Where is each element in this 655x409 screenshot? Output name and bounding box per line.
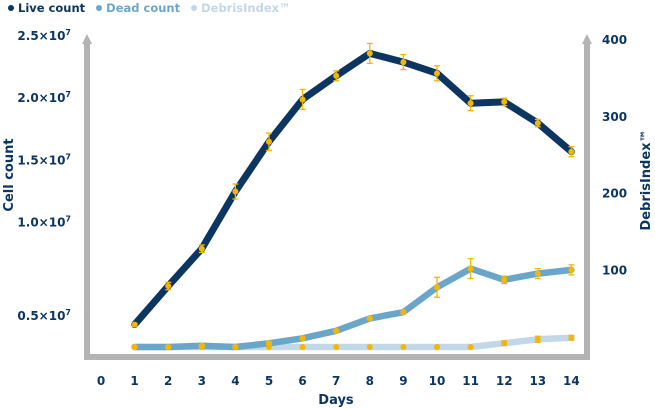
data-point-dead — [333, 327, 340, 334]
data-point-dead — [266, 340, 272, 347]
x-tick-label: 4 — [231, 374, 239, 388]
data-point-debris — [299, 344, 306, 350]
data-point-live — [501, 98, 508, 105]
data-point-live — [299, 96, 306, 103]
data-point-dead — [434, 284, 440, 291]
x-tick-label: 8 — [366, 374, 374, 388]
x-tick-label: 9 — [399, 374, 407, 388]
series-layer — [131, 42, 575, 351]
y-tick-label-left: 0.5×107 — [17, 308, 71, 323]
legend: Live count Dead count DebrisIndex™ — [8, 0, 302, 16]
x-tick-label: 6 — [298, 374, 306, 388]
data-point-live — [131, 321, 138, 328]
x-tick-label: 14 — [563, 374, 580, 388]
series-line-live — [131, 49, 575, 329]
x-tick-label: 3 — [198, 374, 206, 388]
legend-label-dead: Dead count — [106, 1, 181, 15]
series-line-dead — [131, 265, 575, 351]
y-tick-label-right: 200 — [602, 187, 627, 201]
data-point-dead — [366, 315, 373, 322]
y-tick-label-right: 100 — [602, 263, 627, 277]
data-point-live — [165, 283, 172, 290]
data-point-debris — [434, 344, 440, 350]
x-axis-title: Days — [318, 393, 354, 408]
x-tick-label: 2 — [164, 374, 172, 388]
data-point-live — [232, 188, 239, 195]
legend-label-debris: DebrisIndex™ — [201, 1, 291, 15]
data-point-live — [266, 138, 272, 145]
y-tick-label-right: 300 — [602, 110, 627, 124]
y-axis-title-left: Cell count — [2, 138, 17, 211]
data-point-live — [568, 148, 575, 155]
y-axis-right-arrow — [582, 34, 592, 44]
data-point-live — [434, 70, 440, 77]
data-point-dead — [232, 344, 239, 350]
y-tick-label-left: 1.0×107 — [17, 215, 71, 230]
y-axis-title-right: DebrisIndex™ — [639, 129, 654, 230]
data-point-live — [534, 120, 541, 127]
legend-label-live: Live count — [18, 1, 86, 15]
labels-layer: 0 1 2 3 4 5 6 7 8 9 10 11 12 13 140.5×1071.0×1071.5×10… — [17, 28, 627, 388]
axes — [82, 34, 592, 360]
data-point-dead — [131, 344, 138, 350]
data-point-debris — [501, 340, 508, 347]
x-tick-label: 0 — [97, 374, 105, 388]
y-tick-label-left: 2.0×107 — [17, 90, 71, 105]
x-tick-label: 13 — [529, 374, 546, 388]
y-tick-label-right: 400 — [602, 33, 627, 47]
x-tick-label: 5 — [265, 374, 273, 388]
legend-item-dead: Dead count — [96, 1, 180, 15]
data-point-debris — [568, 334, 575, 341]
data-point-live — [333, 72, 340, 79]
data-point-debris — [366, 344, 373, 350]
data-point-live — [366, 50, 373, 57]
legend-item-live: Live count — [8, 1, 85, 15]
data-point-dead — [568, 266, 575, 273]
data-point-dead — [165, 344, 172, 350]
legend-dot-live — [8, 5, 14, 11]
y-tick-label-left: 1.5×107 — [17, 152, 71, 167]
data-point-debris — [333, 344, 340, 350]
legend-dot-dead — [96, 5, 103, 11]
data-point-debris — [534, 336, 541, 343]
data-point-live — [400, 59, 407, 66]
data-point-debris — [467, 344, 474, 350]
x-tick-label: 12 — [496, 374, 513, 388]
legend-item-debris: DebrisIndex™ — [191, 1, 291, 15]
data-point-dead — [501, 276, 508, 283]
x-tick-label: 1 — [130, 374, 138, 388]
data-point-dead — [400, 309, 407, 316]
x-tick-label: 7 — [332, 374, 340, 388]
data-point-live — [198, 245, 205, 252]
data-point-dead — [198, 342, 205, 349]
y-axis-left-arrow — [82, 34, 92, 44]
data-point-dead — [534, 270, 541, 277]
x-tick-label: 11 — [462, 374, 479, 388]
data-point-debris — [400, 344, 407, 350]
data-point-live — [467, 100, 474, 107]
data-point-dead — [467, 265, 474, 272]
data-point-dead — [299, 335, 306, 342]
legend-dot-debris — [191, 5, 198, 11]
y-tick-label-left: 2.5×107 — [17, 28, 71, 43]
x-tick-label: 10 — [429, 374, 446, 388]
